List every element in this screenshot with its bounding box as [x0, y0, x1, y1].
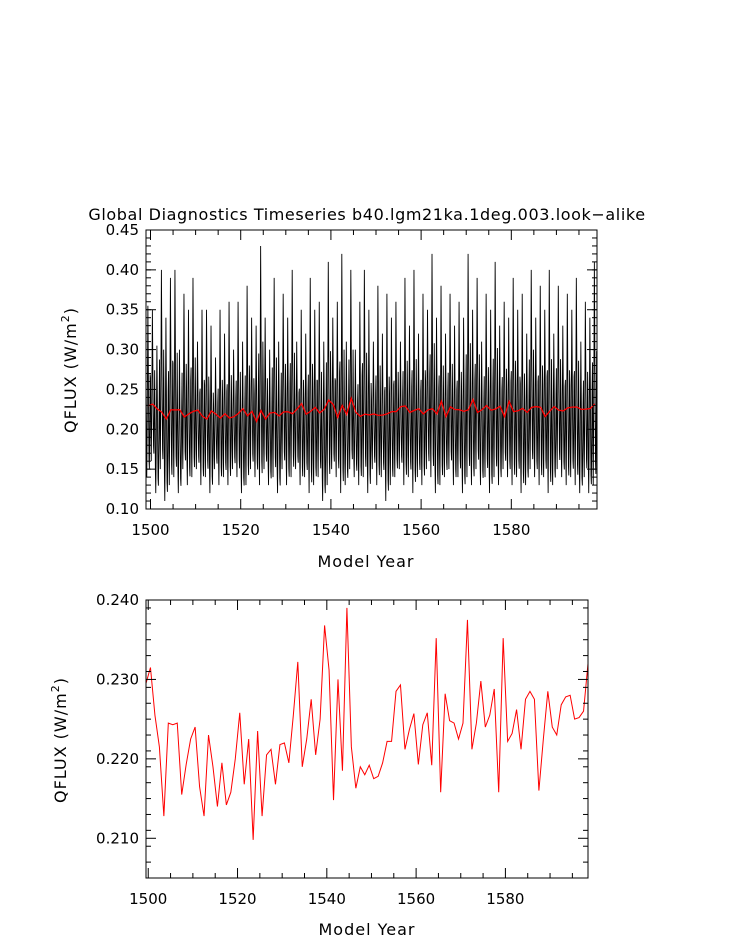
bottom-plot-area [145, 607, 589, 840]
y-tick-label: 0.230 [96, 670, 139, 688]
y-tick-label: 0.25 [106, 380, 139, 398]
y-tick-label: 0.210 [96, 829, 139, 847]
x-tick-label: 1560 [397, 890, 435, 908]
y-tick-label: 0.240 [96, 591, 139, 609]
y-tick-label: 0.220 [96, 750, 139, 768]
x-tick-label: 1500 [129, 890, 167, 908]
y-tick-label: 0.10 [106, 500, 139, 518]
bottom-y-axis-label: QFLUX (W/m2) [49, 677, 70, 803]
bottom-plot-frame [145, 599, 589, 879]
bottom-ticks: 1500 1520 1540 1560 1580 0.210 0.220 0.230 0.240 [96, 591, 588, 908]
annual-series-line-top [148, 395, 596, 424]
x-tick-label: 1560 [402, 521, 440, 539]
x-tick-label: 1520 [218, 890, 256, 908]
chart-title: Global Diagnostics Timeseries b40.lgm21k… [88, 205, 645, 224]
y-tick-label: 0.45 [106, 221, 139, 239]
y-tick-label: 0.20 [106, 420, 139, 438]
y-tick-label: 0.30 [106, 341, 139, 359]
top-plot-frame [145, 229, 598, 510]
top-y-axis-label: QFLUX (W/m2) [59, 307, 80, 433]
bottom-panel: 1500 1520 1540 1560 1580 0.210 0.220 0.230 0.240… [49, 591, 589, 939]
x-tick-label: 1540 [308, 890, 346, 908]
x-tick-label: 1540 [312, 521, 350, 539]
y-tick-label: 0.40 [106, 261, 139, 279]
top-plot-area [145, 245, 598, 502]
x-tick-label: 1520 [222, 521, 260, 539]
y-tick-label: 0.35 [106, 301, 139, 319]
monthly-series-line [145, 245, 598, 502]
annual-series-line [145, 607, 589, 840]
top-x-axis-label: Model Year [318, 552, 415, 571]
x-tick-label: 1580 [486, 890, 524, 908]
top-ticks: 1500 1520 1540 1560 1580 0.10 0.15 0.20 0.25 0.30… [106, 221, 597, 539]
x-tick-label: 1500 [131, 521, 169, 539]
bottom-x-axis-label: Model Year [319, 920, 416, 939]
x-tick-label: 1580 [492, 521, 530, 539]
top-panel: 1500 1520 1540 1560 1580 0.10 0.15 0.20 0.25 0.30… [59, 221, 598, 571]
y-tick-label: 0.15 [106, 460, 139, 478]
